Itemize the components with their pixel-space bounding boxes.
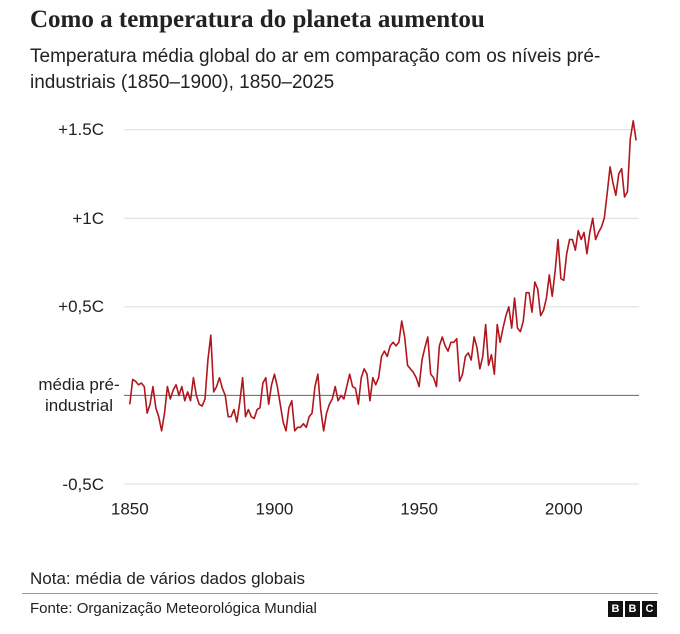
- x-tick-label: 1850: [111, 499, 149, 518]
- source: Fonte: Organização Meteorológica Mundial: [30, 600, 317, 617]
- y-tick-label: -0,5C: [62, 474, 104, 494]
- chart-subtitle: Temperatura média global do ar em compar…: [30, 46, 601, 93]
- x-tick-label: 1900: [256, 499, 294, 518]
- logo-letter: B: [608, 601, 623, 617]
- y-tick-label: +1.5C: [58, 120, 104, 140]
- logo: B B C: [608, 601, 657, 617]
- note: Nota: média de vários dados globais: [30, 569, 305, 588]
- logo-letter: C: [642, 601, 657, 617]
- data-line: [128, 120, 637, 432]
- chart-title: Como a temperatura do planeta aumentou: [30, 6, 485, 33]
- divider: [22, 593, 658, 594]
- y-tick-label: +1C: [72, 208, 104, 228]
- y-tick-label: média pré-industrial: [38, 375, 120, 416]
- logo-letter: B: [625, 601, 640, 617]
- x-tick-label: 1950: [400, 499, 438, 518]
- x-tick-label: 2000: [545, 499, 583, 518]
- y-tick-label: +0,5C: [58, 297, 104, 317]
